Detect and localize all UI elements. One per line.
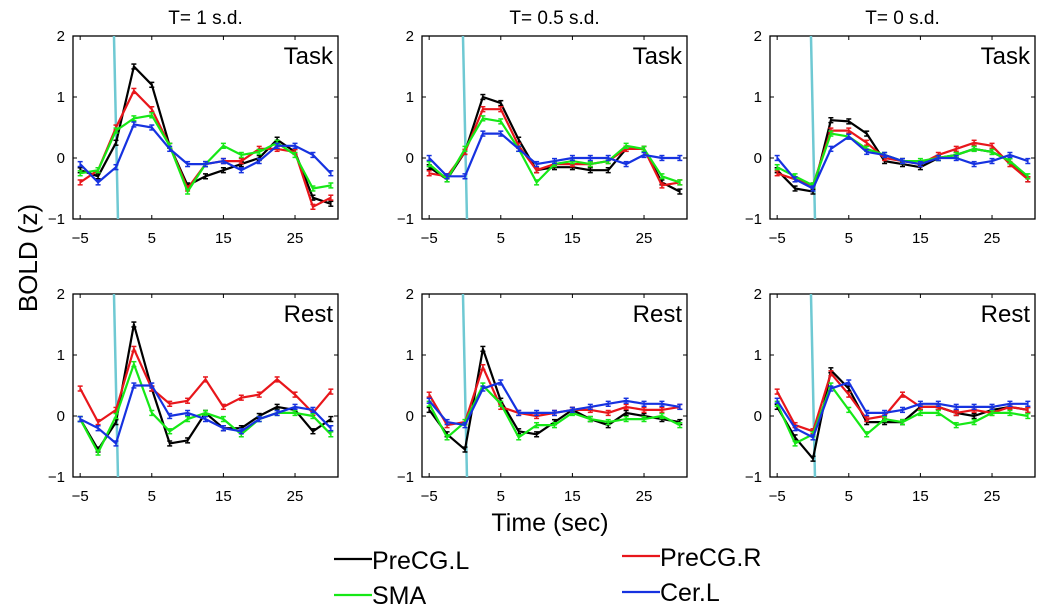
plot-frame	[72, 35, 339, 220]
x-tick-label: 15	[912, 488, 929, 505]
y-tick-label: −1	[48, 211, 65, 228]
y-tick-label: 2	[57, 286, 65, 303]
x-tick-label: 25	[287, 488, 304, 505]
x-tick-label: 15	[215, 230, 232, 247]
y-tick-label: 0	[57, 150, 65, 167]
panel-condition-label: Rest	[284, 301, 334, 328]
plot-frame	[769, 293, 1036, 478]
y-tick-label: 0	[406, 150, 414, 167]
y-tick-label: 2	[57, 28, 65, 45]
panel-condition-label: Task	[981, 43, 1031, 70]
y-tick-label: 1	[754, 347, 762, 364]
y-tick-label: 1	[57, 89, 65, 106]
x-tick-label: −5	[421, 488, 438, 505]
plot-frame	[769, 35, 1036, 220]
y-tick-label: 0	[406, 408, 414, 425]
x-tick-label: −5	[769, 230, 786, 247]
x-tick-label: 25	[287, 230, 304, 247]
y-tick-label: −1	[745, 469, 762, 486]
panel-condition-label: Rest	[981, 301, 1031, 328]
y-tick-label: −1	[397, 211, 414, 228]
panel-5: −5 5 15 25 −1 0 1 2 Rest	[397, 286, 688, 505]
x-tick-label: −5	[769, 488, 786, 505]
x-axis-label: Time (sec)	[491, 509, 608, 537]
panel-condition-label: Task	[284, 43, 334, 70]
legend: PreCG.L PreCG.R SMA Cer.L	[334, 544, 761, 609]
x-tick-label: −5	[72, 488, 89, 505]
series-line-precg-l	[428, 347, 680, 451]
x-tick-label: 15	[215, 488, 232, 505]
panel-title: T= 1 s.d.	[168, 8, 242, 29]
plot-frame	[421, 35, 688, 220]
x-tick-label: 25	[984, 230, 1001, 247]
panel-title: T= 0.5 s.d.	[509, 8, 599, 29]
panel-1: −5 5 15 25 −1 0 1 2 Task T= 1 s.d.	[48, 8, 339, 247]
plot-frame	[421, 293, 688, 478]
panel-3: −5 5 15 25 −1 0 1 2 Task T= 0 s.d.	[745, 8, 1036, 247]
x-tick-label: 5	[148, 488, 156, 505]
x-tick-label: 5	[845, 230, 853, 247]
panel-condition-label: Task	[633, 43, 683, 70]
y-axis-label: BOLD (z)	[13, 204, 43, 312]
onset-marker	[461, 35, 469, 220]
x-tick-label: 25	[984, 488, 1001, 505]
y-tick-label: 1	[57, 347, 65, 364]
y-tick-label: 1	[406, 89, 414, 106]
x-tick-label: −5	[72, 230, 89, 247]
legend-label-precg-r: PreCG.R	[660, 544, 761, 572]
panel-title: T= 0 s.d.	[865, 8, 939, 29]
plot-frame	[72, 293, 339, 478]
y-tick-label: −1	[745, 211, 762, 228]
y-tick-label: −1	[48, 469, 65, 486]
x-tick-label: 5	[148, 230, 156, 247]
x-tick-label: 25	[636, 488, 653, 505]
x-tick-label: 25	[636, 230, 653, 247]
x-tick-label: 5	[497, 230, 505, 247]
panel-6: −5 5 15 25 −1 0 1 2 Rest	[745, 286, 1036, 505]
x-tick-label: 15	[912, 230, 929, 247]
y-tick-label: 2	[754, 286, 762, 303]
y-tick-label: 0	[754, 150, 762, 167]
legend-label-precg-l: PreCG.L	[372, 547, 469, 575]
x-tick-label: −5	[421, 230, 438, 247]
legend-label-sma: SMA	[372, 582, 427, 609]
x-tick-label: 5	[497, 488, 505, 505]
x-tick-label: 15	[564, 230, 581, 247]
y-tick-label: 0	[754, 408, 762, 425]
y-tick-label: 2	[754, 28, 762, 45]
y-tick-label: 2	[406, 28, 414, 45]
y-tick-label: 2	[406, 286, 414, 303]
legend-label-cer-l: Cer.L	[660, 579, 720, 607]
onset-marker	[809, 293, 817, 478]
y-tick-label: −1	[397, 469, 414, 486]
panel-2: −5 5 15 25 −1 0 1 2 Task T= 0.5 s.d.	[397, 8, 688, 247]
y-tick-label: 1	[406, 347, 414, 364]
panel-4: −5 5 15 25 −1 0 1 2 Rest	[48, 286, 339, 505]
y-tick-label: 0	[57, 408, 65, 425]
y-tick-label: 1	[754, 89, 762, 106]
x-tick-label: 15	[564, 488, 581, 505]
panel-condition-label: Rest	[633, 301, 683, 328]
onset-marker	[112, 293, 120, 478]
x-tick-label: 5	[845, 488, 853, 505]
